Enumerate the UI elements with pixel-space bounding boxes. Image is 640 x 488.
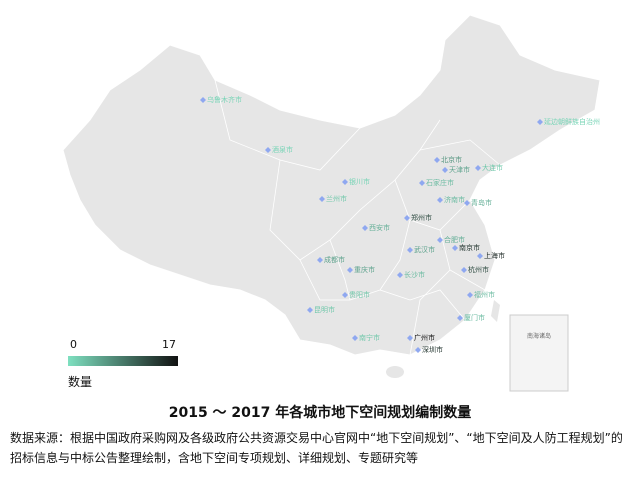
city-label: 乌鲁木齐市 [207,95,242,104]
city-label: 重庆市 [354,265,375,274]
city-label: 贵阳市 [349,290,370,299]
city-label: 大连市 [482,163,503,172]
city-label: 西安市 [369,223,390,232]
city-marker [477,253,483,259]
city-label: 济南市 [444,195,465,204]
city-label: 石家庄市 [426,178,454,187]
legend-gradient [68,356,178,366]
city-marker [407,335,413,341]
city-label: 福州市 [474,290,495,299]
city-marker [352,335,358,341]
city-label: 兰州市 [326,194,347,203]
city-label: 厦门市 [464,313,485,322]
city-marker [362,225,368,231]
city-marker [434,157,440,163]
city-marker [342,292,348,298]
city-marker [464,200,470,206]
city-marker [404,215,410,221]
country-outline [62,14,601,356]
city-marker [407,247,413,253]
city-marker [317,257,323,263]
title: 2015 ～ 2017 年各城市地下空间规划编制数量 [168,405,472,421]
city-label: 杭州市 [468,265,489,274]
inset-label: 南海诸岛 [527,332,551,340]
city-marker [461,267,467,273]
legend-max: 17 [162,338,176,351]
city-marker [265,147,271,153]
city-label: 青岛市 [471,198,492,207]
city-marker [319,196,325,202]
city-label: 南宁市 [359,333,380,342]
city-label: 南京市 [459,243,480,252]
city-label: 酒泉市 [272,145,293,154]
city-label: 昆明市 [314,305,335,314]
city-label: 广州市 [414,333,435,342]
source-note: 数据来源：根据中国政府采购网及各级政府公共资源交易中心官网中“地下空间规划”、“… [10,431,623,465]
legend-min: 0 [70,338,77,351]
city-marker [347,267,353,273]
city-marker [397,272,403,278]
city-marker [307,307,313,313]
city-marker [467,292,473,298]
inset-box [509,314,569,392]
city-label: 长沙市 [404,270,425,279]
city-marker [200,97,206,103]
city-label: 银川市 [349,177,370,186]
city-marker [475,165,481,171]
city-marker [437,237,443,243]
city-marker [537,119,543,125]
city-label: 合肥市 [444,235,465,244]
city-label: 天津市 [449,165,470,174]
legend-title: 数量 [68,374,92,389]
city-marker [452,245,458,251]
city-label: 北京市 [441,155,462,164]
city-marker [442,167,448,173]
province-borders [214,79,501,356]
taiwan [491,300,500,322]
city-label: 深圳市 [422,345,443,354]
city-marker [415,347,421,353]
city-label: 延边朝鲜族自治州 [544,117,600,126]
city-marker [419,180,425,186]
city-label: 郑州市 [411,213,432,222]
city-marker [342,179,348,185]
city-label: 武汉市 [414,245,435,254]
hainan [386,366,404,378]
city-label: 成都市 [324,255,345,264]
city-marker [437,197,443,203]
city-label: 上海市 [484,251,505,260]
city-marker [457,315,463,321]
